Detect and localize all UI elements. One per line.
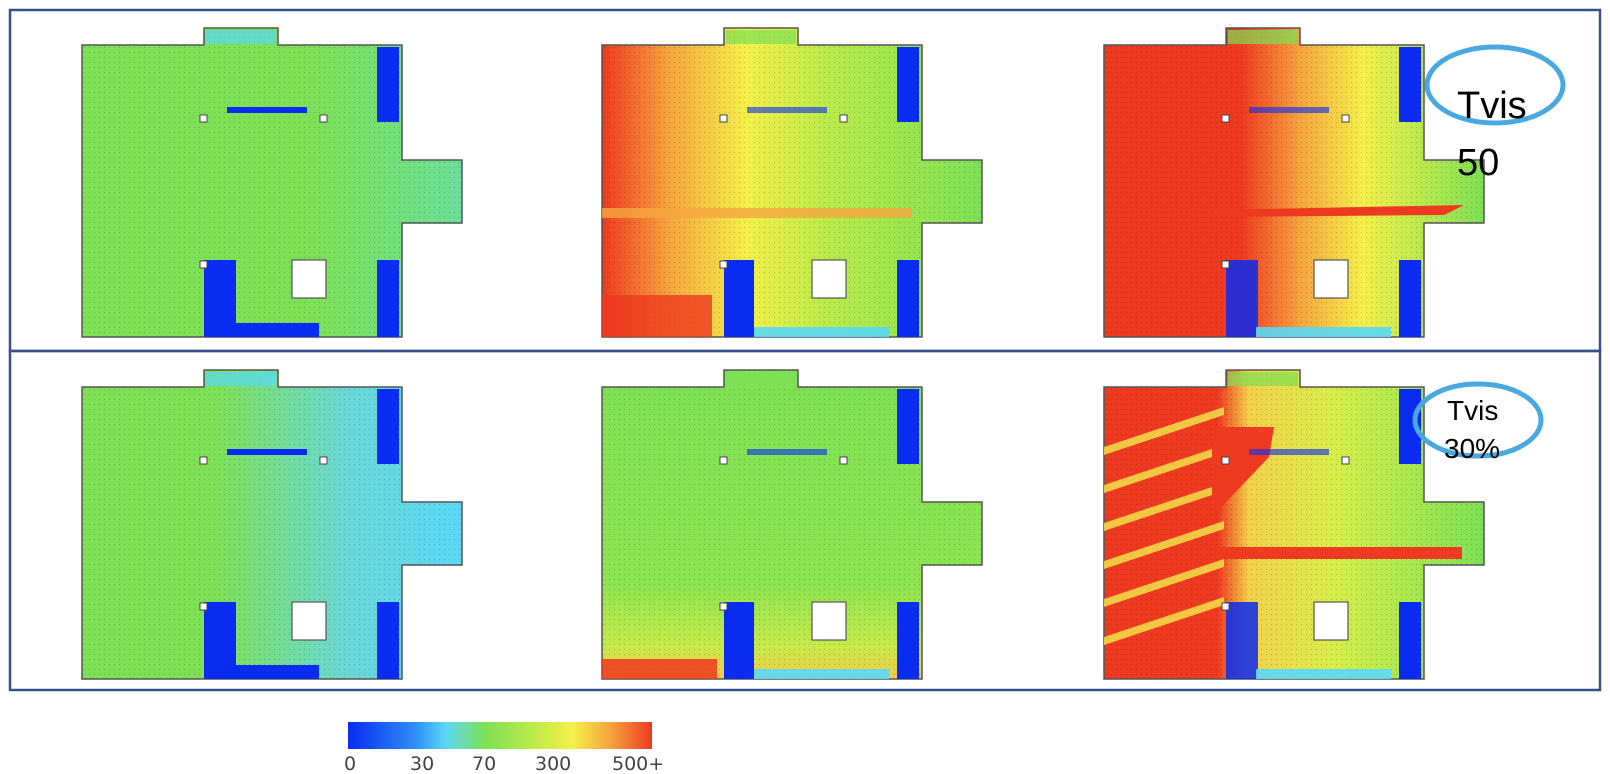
pillar-marker xyxy=(199,602,208,611)
shaded-zone xyxy=(377,260,399,337)
pillar-marker xyxy=(199,260,208,269)
core-column xyxy=(811,259,847,299)
row-frame-2 xyxy=(8,349,1602,692)
stripe xyxy=(1104,445,1224,493)
row-1-label-line-1: Tvis xyxy=(1457,85,1527,127)
colorbar-tick-label: 0 xyxy=(344,753,356,774)
shaded-zone xyxy=(377,389,399,464)
pillar-marker xyxy=(1221,114,1230,123)
colorbar-tick-label: 70 xyxy=(472,753,496,774)
nub-tint xyxy=(206,30,276,44)
pillar-marker xyxy=(719,114,728,123)
pillar-marker xyxy=(719,602,728,611)
stripe xyxy=(1104,483,1224,531)
shaded-zone xyxy=(1399,47,1421,122)
stripe xyxy=(1104,597,1224,645)
orange-band xyxy=(602,208,912,218)
floor-grid xyxy=(1104,370,1484,679)
nub-tint xyxy=(1228,30,1298,44)
pillar-marker xyxy=(319,114,328,123)
heatmap-panel-1-3 xyxy=(1103,27,1485,338)
pillar-marker xyxy=(319,456,328,465)
core-column xyxy=(811,601,847,641)
cyan-strip xyxy=(754,327,889,337)
core-column xyxy=(291,601,327,641)
colorbar-tick-label: 300 xyxy=(535,753,571,774)
core-column xyxy=(291,259,327,299)
row-1-label-ellipse xyxy=(1424,44,1566,126)
shaded-zone xyxy=(897,260,919,337)
pillar-marker xyxy=(839,456,848,465)
beam xyxy=(1249,449,1329,455)
pillar-marker xyxy=(839,114,848,123)
shaded-zone xyxy=(204,665,319,679)
nub-tint xyxy=(726,30,796,44)
heatmap-panel-2-3 xyxy=(1103,369,1485,680)
pillar-marker xyxy=(719,260,728,269)
floor-grid xyxy=(82,28,462,337)
red-band xyxy=(1212,205,1464,217)
shaded-zone xyxy=(1399,602,1421,679)
shaded-zone xyxy=(1226,602,1258,679)
nub-tint xyxy=(726,372,796,386)
shaded-zone xyxy=(897,389,919,464)
red-corner xyxy=(602,295,712,337)
pillar-marker xyxy=(1341,114,1350,123)
stripe xyxy=(1104,521,1224,569)
shaded-zone xyxy=(897,47,919,122)
nub-tint xyxy=(206,372,276,386)
shaded-zone xyxy=(1399,260,1421,337)
heatmap-panel-2-2 xyxy=(601,369,983,680)
beam xyxy=(747,107,827,113)
colorbar-tick-label: 30 xyxy=(410,753,434,774)
floor-grid xyxy=(602,370,982,679)
heatmap-panel-1-2 xyxy=(601,27,983,338)
shaded-zone xyxy=(377,47,399,122)
row-2-label-line-1: Tvis xyxy=(1447,395,1498,426)
row-2-label-ellipse xyxy=(1412,381,1544,459)
stripe xyxy=(1104,407,1224,455)
heatmap-panel-1-1 xyxy=(81,27,463,338)
cyan-strip xyxy=(1256,669,1391,679)
shaded-zone xyxy=(204,323,319,337)
shaded-zone xyxy=(377,602,399,679)
cyan-strip xyxy=(754,669,889,679)
beam xyxy=(1249,107,1329,113)
beam xyxy=(227,449,307,455)
core-column xyxy=(1313,259,1349,299)
row-2-label-line-2: 30% xyxy=(1444,433,1500,464)
shaded-zone xyxy=(1399,389,1421,464)
beam xyxy=(747,449,827,455)
pillar-marker xyxy=(1221,260,1230,269)
shaded-zone xyxy=(1226,260,1258,337)
shaded-zone xyxy=(724,260,754,337)
stripe xyxy=(1104,559,1224,607)
colorbar-tick-label: 500+ xyxy=(612,753,664,774)
red-corner xyxy=(602,659,717,679)
beam xyxy=(227,107,307,113)
shaded-zone xyxy=(724,602,754,679)
shaded-zone xyxy=(897,602,919,679)
floor-grid xyxy=(82,370,462,679)
pillar-marker xyxy=(199,114,208,123)
floor-grid xyxy=(602,28,982,337)
nub-tint xyxy=(1228,372,1298,386)
heatmap-panel-2-1 xyxy=(81,369,463,680)
core-column xyxy=(1313,601,1349,641)
pillar-marker xyxy=(719,456,728,465)
floor-grid xyxy=(1104,28,1484,337)
row-1-label-line-2: 50 xyxy=(1457,142,1499,184)
pillar-marker xyxy=(1221,602,1230,611)
colorbar xyxy=(348,722,652,749)
red-band xyxy=(1212,547,1462,559)
pillar-marker xyxy=(1341,456,1350,465)
pillar-marker xyxy=(199,456,208,465)
pillar-marker xyxy=(1221,456,1230,465)
cyan-strip xyxy=(1256,327,1391,337)
